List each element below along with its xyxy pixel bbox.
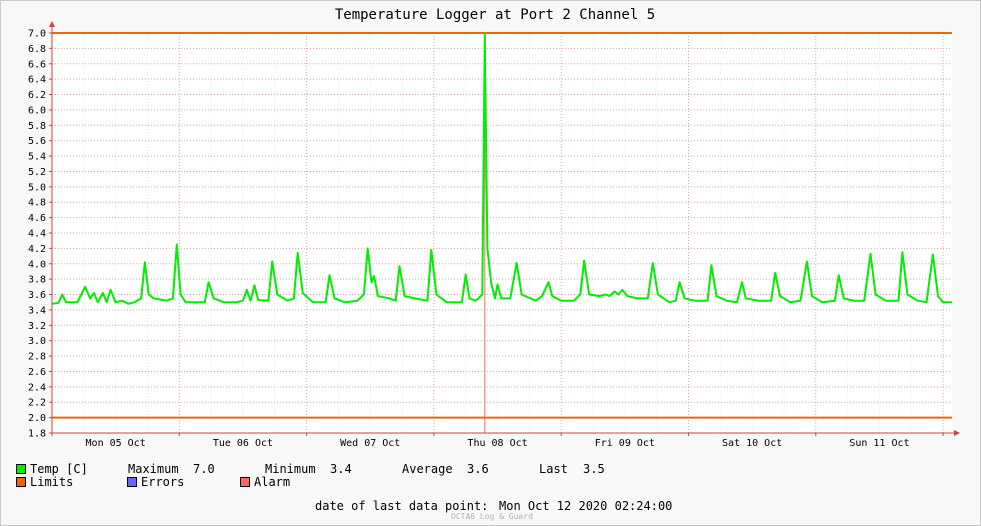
y-tick-label: 5.6	[28, 136, 46, 147]
errors-legend-swatch	[127, 477, 137, 487]
y-axis-ticks: 1.8 2.0 2.2 2.4 2.6 2.8 3.0 3.2 3.4 3.6 3.8 4.0 4.2 4…	[28, 29, 52, 440]
y-tick-label: 2.4	[28, 382, 46, 393]
x-tick-label: Wed 07 Oct	[340, 438, 400, 449]
y-tick-label: 5.0	[28, 182, 46, 193]
average-value: 3.6	[467, 462, 489, 476]
y-tick-label: 4.2	[28, 244, 46, 255]
x-tick-label: Tue 06 Oct	[213, 438, 273, 449]
alarm-legend-label: Alarm	[254, 475, 291, 489]
y-tick-label: 2.0	[28, 413, 46, 424]
y-tick-label: 6.8	[28, 44, 46, 55]
average-label: Average	[402, 462, 453, 476]
last-label: Last	[539, 462, 568, 476]
x-tick-label: Thu 08 Oct	[467, 438, 527, 449]
y-tick-label: 4.8	[28, 198, 46, 209]
y-tick-label: 2.6	[28, 367, 46, 378]
y-tick-label: 7.0	[28, 29, 46, 40]
y-tick-label: 3.0	[28, 336, 46, 347]
series-layer	[51, 33, 952, 305]
x-tick-label: Sat 10 Oct	[722, 438, 782, 449]
y-tick-label: 5.8	[28, 121, 46, 132]
last-value: 3.5	[583, 462, 605, 476]
x-tick-label: Sun 11 Oct	[849, 438, 909, 449]
limits-legend-swatch	[16, 477, 26, 487]
y-tick-label: 3.8	[28, 275, 46, 286]
axes	[49, 21, 960, 436]
y-tick-label: 2.2	[28, 398, 46, 409]
last-data-point-value: Mon Oct 12 2020 02:24:00	[499, 499, 673, 513]
y-tick-label: 3.2	[28, 321, 46, 332]
minimum-label: Minimum	[265, 462, 316, 476]
y-tick-label: 3.6	[28, 290, 46, 301]
y-axis-arrow	[49, 21, 55, 27]
limits-legend-label: Limits	[30, 475, 74, 489]
y-tick-label: 6.4	[28, 75, 46, 86]
y-tick-label: 2.8	[28, 352, 46, 363]
maximum-label: Maximum	[128, 462, 179, 476]
y-tick-label: 1.8	[28, 429, 46, 440]
x-tick-label: Fri 09 Oct	[595, 438, 655, 449]
y-tick-label: 6.0	[28, 105, 46, 116]
y-tick-label: 6.2	[28, 90, 46, 101]
x-axis-ticks: Mon 05 Oct Tue 06 Oct Wed 07 Oct Thu 08 Oct…	[51, 433, 944, 449]
y-tick-label: 3.4	[28, 305, 46, 316]
y-tick-label: 6.6	[28, 59, 46, 70]
chart-title: Temperature Logger at Port 2 Channel 5	[335, 7, 655, 23]
temp-legend-swatch	[16, 464, 26, 474]
minimum-value: 3.4	[330, 462, 352, 476]
maximum-value: 7.0	[193, 462, 215, 476]
errors-legend-label: Errors	[141, 475, 185, 489]
x-tick-label: Mon 05 Oct	[86, 438, 146, 449]
grid-lines	[51, 32, 952, 434]
y-tick-label: 5.4	[28, 152, 46, 163]
last-data-point-label: date of last data point:	[315, 499, 489, 513]
temp-series-line	[51, 33, 952, 305]
x-axis-arrow	[954, 430, 960, 436]
y-tick-label: 4.0	[28, 259, 46, 270]
y-tick-label: 4.6	[28, 213, 46, 224]
y-tick-label: 4.4	[28, 229, 46, 240]
alarm-legend-swatch	[240, 477, 250, 487]
temp-legend-label: Temp [C]	[30, 462, 88, 476]
watermark: OCTA6 Log & Guard	[451, 512, 533, 521]
y-tick-label: 5.2	[28, 167, 46, 178]
